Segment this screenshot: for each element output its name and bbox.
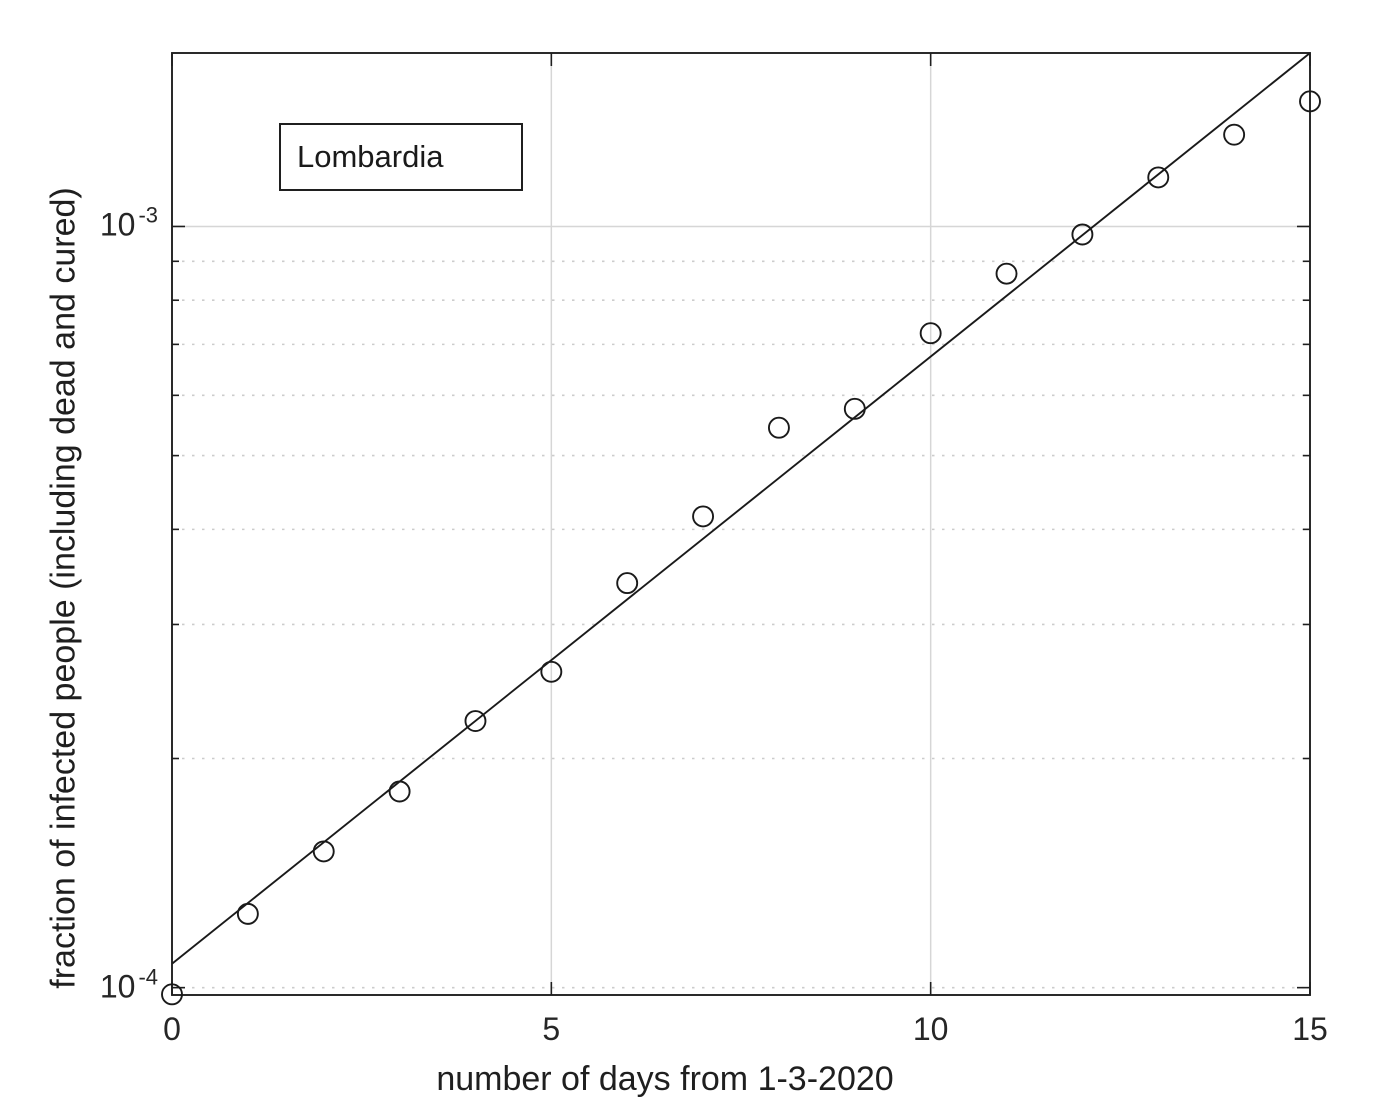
data-point — [767, 416, 790, 439]
fit-line — [171, 52, 1311, 965]
data-point — [1071, 223, 1094, 246]
data-point — [843, 397, 866, 420]
data-point — [312, 840, 335, 863]
data-point — [540, 660, 563, 683]
data-point — [236, 902, 259, 925]
plot-frame — [171, 52, 1311, 996]
data-point — [919, 322, 942, 345]
data-point — [1223, 123, 1246, 146]
data-point — [388, 780, 411, 803]
data-point — [161, 983, 183, 1006]
data-point — [464, 710, 487, 732]
data-point — [1147, 166, 1170, 189]
data-point — [995, 262, 1018, 285]
data-point — [616, 572, 639, 595]
data-point — [692, 505, 715, 528]
data-point — [1299, 90, 1321, 113]
